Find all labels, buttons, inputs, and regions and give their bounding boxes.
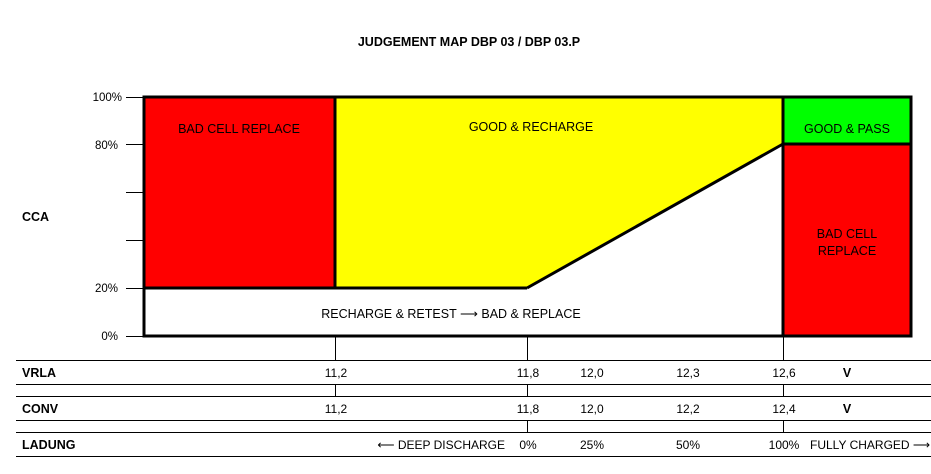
conv-value-5: 12,4 [772,402,796,416]
ladung-row: LADUNG ⟵ DEEP DISCHARGE 0% 25% 50% 100% … [22,438,930,452]
y-tick-100: 100% [93,92,122,104]
vrla-value-5: 12,6 [772,366,796,380]
ladung-label: LADUNG [22,438,75,452]
recharge-retest-label: RECHARGE & RETEST ⟶ BAD & REPLACE [321,307,580,321]
conv-value-2: 11,8 [517,402,540,416]
vrla-value-1: 11,2 [325,366,348,380]
y-axis-label: CCA [22,210,49,224]
vrla-row: VRLA 11,2 11,8 12,0 12,3 12,6 V [22,366,852,380]
table-lines [16,360,931,457]
good-recharge-region [335,97,783,288]
page-title: JUDGEMENT MAP DBP 03 / DBP 03.P [358,35,580,49]
conv-label: CONV [22,402,59,416]
conv-row: CONV 11,2 11,8 12,0 12,2 12,4 V [22,402,852,416]
y-tick-20: 20% [95,283,118,295]
ladung-value-50: 50% [676,438,700,452]
ladung-value-0: 0% [519,438,537,452]
bad-cell-right-label-line1: BAD CELL [817,227,877,241]
y-tick-0: 0% [101,331,118,343]
vrla-value-4: 12,3 [676,366,700,380]
good-recharge-label: GOOD & RECHARGE [469,120,593,134]
column-tick-marks [335,336,784,433]
bad-cell-replace-left-region [144,97,335,288]
ladung-value-100: 100% [769,438,800,452]
vrla-value-2: 11,8 [517,366,540,380]
conv-unit: V [843,402,852,416]
conv-value-3: 12,0 [580,402,604,416]
y-tick-80: 80% [95,140,118,152]
good-pass-label: GOOD & PASS [804,122,890,136]
ladung-value-25: 25% [580,438,604,452]
good-pass-region [783,97,911,144]
bad-cell-replace-right-region [783,144,911,336]
conv-value-1: 11,2 [325,402,348,416]
bad-cell-right-label-line2: REPLACE [818,244,876,258]
conv-value-4: 12,2 [676,402,700,416]
vrla-label: VRLA [22,366,56,380]
ladung-fully-charged-note: FULLY CHARGED ⟶ [810,438,930,452]
vrla-value-3: 12,0 [580,366,604,380]
ladung-deep-discharge-note: ⟵ DEEP DISCHARGE [377,438,505,452]
vrla-unit: V [843,366,852,380]
y-axis-tick-marks [126,97,143,337]
bad-cell-replace-left-label: BAD CELL REPLACE [178,122,300,136]
